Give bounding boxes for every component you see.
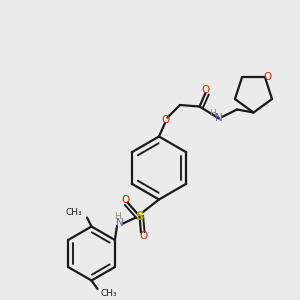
Text: O: O — [139, 231, 148, 241]
Text: S: S — [135, 209, 144, 223]
Text: O: O — [263, 72, 272, 82]
Text: O: O — [161, 115, 169, 125]
Text: CH₃: CH₃ — [100, 289, 117, 298]
Text: CH₃: CH₃ — [66, 208, 82, 217]
Text: O: O — [121, 195, 129, 205]
Text: N: N — [116, 218, 124, 229]
Text: O: O — [201, 85, 210, 95]
Text: H: H — [114, 212, 121, 221]
Text: N: N — [215, 113, 223, 124]
Text: H: H — [209, 109, 216, 118]
